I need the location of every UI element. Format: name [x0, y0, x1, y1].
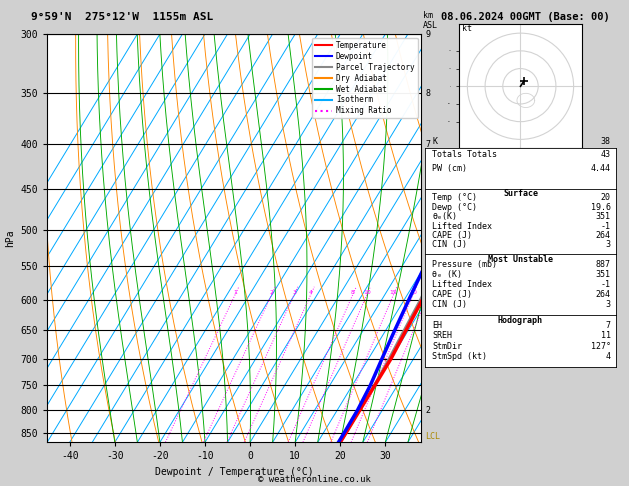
Text: 3: 3	[292, 290, 296, 295]
Text: 9: 9	[426, 30, 431, 38]
Text: 4: 4	[426, 295, 431, 304]
Text: Pressure (mb): Pressure (mb)	[432, 260, 498, 269]
Text: LCL: LCL	[426, 433, 440, 441]
Text: 127°: 127°	[591, 342, 611, 351]
Text: 08.06.2024 00GMT (Base: 00): 08.06.2024 00GMT (Base: 00)	[441, 12, 610, 22]
Text: 10: 10	[363, 290, 371, 295]
Text: -1: -1	[601, 280, 611, 289]
Text: 9°59'N  275°12'W  1155m ASL: 9°59'N 275°12'W 1155m ASL	[31, 12, 214, 22]
Text: SREH: SREH	[432, 331, 452, 340]
Text: 7: 7	[426, 140, 431, 149]
X-axis label: Dewpoint / Temperature (°C): Dewpoint / Temperature (°C)	[155, 467, 314, 477]
Text: Surface: Surface	[503, 189, 538, 198]
Text: © weatheronline.co.uk: © weatheronline.co.uk	[258, 474, 371, 484]
Text: -1: -1	[601, 222, 611, 230]
Text: 3: 3	[606, 240, 611, 249]
Text: 4: 4	[606, 352, 611, 362]
Text: kt: kt	[462, 24, 472, 34]
Text: 351: 351	[596, 212, 611, 221]
Text: 8: 8	[351, 290, 355, 295]
Text: 264: 264	[596, 231, 611, 240]
Text: Dewp (°C): Dewp (°C)	[432, 203, 477, 212]
Text: 887: 887	[596, 260, 611, 269]
Text: 7: 7	[606, 321, 611, 330]
Text: 351: 351	[596, 270, 611, 279]
Text: 8: 8	[426, 88, 431, 98]
Text: θₑ(K): θₑ(K)	[432, 212, 457, 221]
Text: StmDir: StmDir	[432, 342, 462, 351]
Text: 20: 20	[409, 290, 417, 295]
Text: Lifted Index: Lifted Index	[432, 222, 493, 230]
Text: 43: 43	[601, 151, 611, 159]
Text: StmSpd (kt): StmSpd (kt)	[432, 352, 487, 362]
Text: 20: 20	[601, 193, 611, 203]
Text: 3: 3	[426, 354, 431, 364]
Text: EH: EH	[432, 321, 442, 330]
Text: km
ASL: km ASL	[423, 11, 438, 30]
Text: 19.6: 19.6	[591, 203, 611, 212]
Legend: Temperature, Dewpoint, Parcel Trajectory, Dry Adiabat, Wet Adiabat, Isotherm, Mi: Temperature, Dewpoint, Parcel Trajectory…	[312, 38, 418, 119]
Text: 11: 11	[601, 331, 611, 340]
Text: 2: 2	[270, 290, 274, 295]
Text: 6: 6	[426, 185, 431, 194]
Text: Most Unstable: Most Unstable	[488, 255, 553, 264]
Y-axis label: hPa: hPa	[5, 229, 15, 247]
Text: 4.44: 4.44	[591, 164, 611, 173]
Text: 6: 6	[426, 226, 431, 234]
Text: 4: 4	[309, 290, 313, 295]
Text: 1: 1	[233, 290, 237, 295]
Text: Mixing Ratio (g/kg): Mixing Ratio (g/kg)	[456, 256, 465, 344]
Text: CIN (J): CIN (J)	[432, 300, 467, 309]
Text: PW (cm): PW (cm)	[432, 164, 467, 173]
Text: K: K	[432, 137, 437, 146]
Text: CIN (J): CIN (J)	[432, 240, 467, 249]
Text: 2: 2	[426, 406, 431, 415]
Text: Lifted Index: Lifted Index	[432, 280, 493, 289]
Text: 264: 264	[596, 290, 611, 299]
Text: θₑ (K): θₑ (K)	[432, 270, 462, 279]
Text: Hodograph: Hodograph	[498, 316, 543, 325]
Text: 3: 3	[606, 300, 611, 309]
Text: Temp (°C): Temp (°C)	[432, 193, 477, 203]
Text: Totals Totals: Totals Totals	[432, 151, 498, 159]
Text: CAPE (J): CAPE (J)	[432, 231, 472, 240]
Text: 15: 15	[389, 290, 398, 295]
Text: 38: 38	[601, 137, 611, 146]
Text: 5: 5	[426, 262, 431, 271]
Text: CAPE (J): CAPE (J)	[432, 290, 472, 299]
